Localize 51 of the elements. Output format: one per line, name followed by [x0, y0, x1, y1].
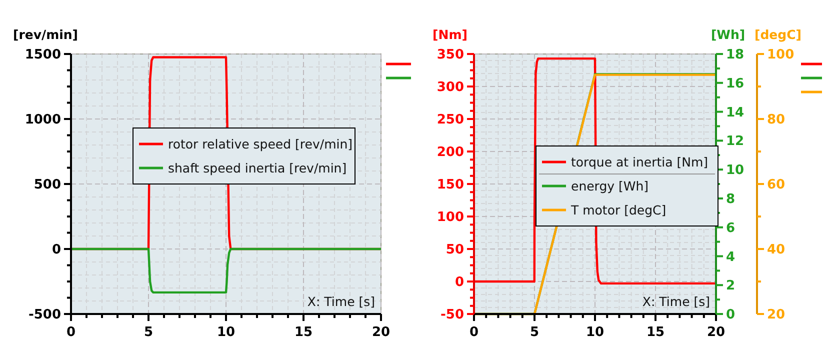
y2-tick-label: 16	[726, 76, 744, 92]
y-tick-label: 0	[52, 242, 61, 258]
y2-axis-title: [Wh]	[710, 27, 746, 42]
y2-tick-label: 2	[726, 278, 736, 294]
legend-label: T motor [degC]	[570, 202, 666, 218]
legend-label: rotor relative speed [rev/min]	[168, 136, 353, 152]
x-tick-label: 10	[216, 325, 236, 340]
y-tick-label: 150	[436, 178, 464, 193]
y2-tick-label: 10	[726, 163, 744, 178]
y2-tick-label: 8	[726, 192, 736, 207]
y-tick-label: 0	[454, 275, 464, 290]
y-axis-title: [Nm]	[432, 27, 468, 42]
legend-label: energy [Wh]	[571, 178, 649, 194]
y-tick-label: 100	[436, 210, 464, 226]
legend-label: torque at inertia [Nm]	[571, 154, 708, 170]
y3-tick-label: 20	[767, 308, 786, 323]
y-tick-label: -50	[440, 308, 464, 323]
y2-tick-label: 12	[726, 134, 744, 150]
x-tick-label: 0	[469, 325, 479, 340]
x-tick-label: 5	[144, 325, 154, 340]
y2-tick-label: 18	[726, 48, 744, 63]
x-tick-label: 20	[372, 325, 390, 340]
y-tick-label: 350	[436, 48, 464, 63]
x-tick-label: 5	[530, 325, 540, 340]
x-tick-label: 15	[646, 325, 665, 340]
x-tick-label: 10	[586, 325, 604, 340]
y2-tick-label: 14	[726, 105, 744, 120]
y-tick-label: 300	[436, 80, 464, 96]
y-tick-label: 200	[436, 145, 464, 160]
y-tick-label: 250	[436, 112, 464, 128]
x-axis-title: X: Time [s]	[307, 294, 375, 309]
legend-label: shaft speed inertia [rev/min]	[168, 160, 347, 176]
x-tick-label: 15	[294, 325, 313, 340]
y3-tick-label: 40	[767, 242, 786, 258]
x-tick-label: 0	[66, 325, 76, 340]
y-tick-label: -500	[28, 308, 61, 323]
y2-tick-label: 6	[726, 220, 736, 236]
y-tick-label: 500	[34, 178, 61, 193]
y-axis-title: [rev/min]	[13, 27, 78, 42]
y3-tick-label: 100	[767, 48, 794, 63]
y-tick-label: 1000	[24, 112, 61, 128]
line-series	[70, 248, 382, 294]
y3-axis-title: [degC]	[754, 27, 802, 42]
x-tick-label: 20	[706, 325, 726, 340]
y-tick-label: 50	[446, 242, 464, 258]
y2-tick-label: 4	[726, 250, 736, 265]
x-axis-title: X: Time [s]	[642, 294, 710, 309]
y2-tick-label: 0	[726, 308, 736, 323]
y-tick-label: 1500	[24, 48, 61, 63]
y3-tick-label: 60	[767, 178, 786, 193]
y3-tick-label: 80	[767, 112, 786, 128]
